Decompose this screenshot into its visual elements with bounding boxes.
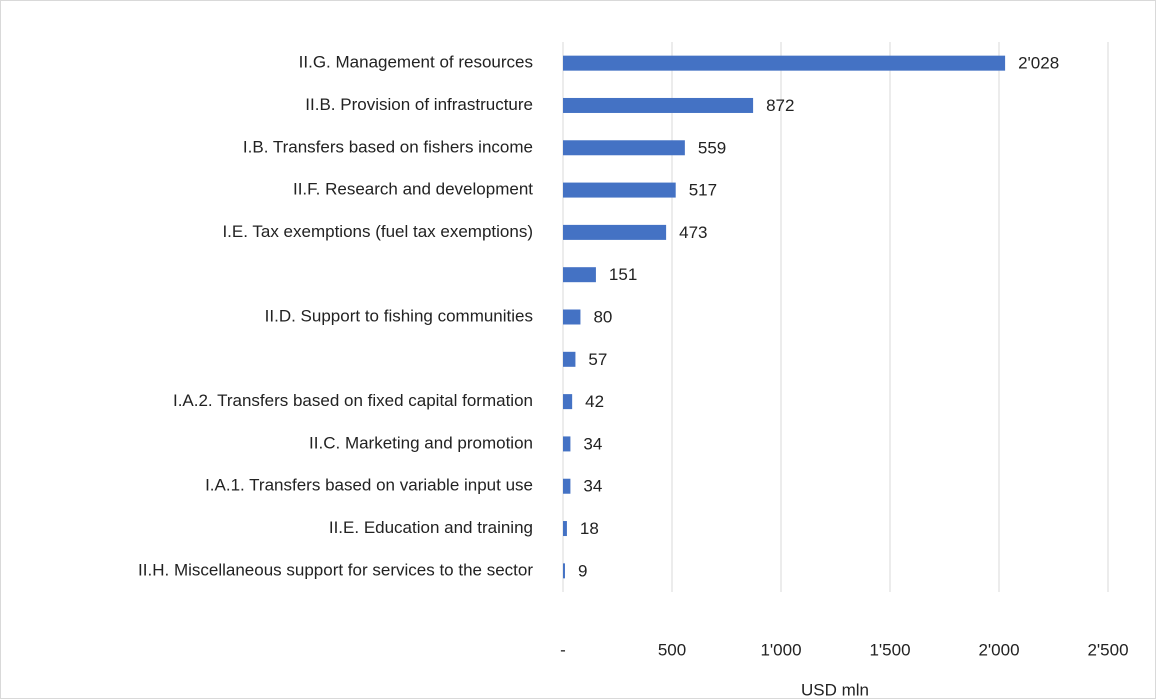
y-tick-label: II.H. Miscellaneous support for services… bbox=[138, 560, 533, 579]
data-label: 57 bbox=[588, 350, 607, 369]
x-tick-label: 2'000 bbox=[978, 640, 1019, 659]
y-tick-label: II.B. Provision of infrastructure bbox=[305, 95, 533, 114]
y-tick-label: I.A.1. Transfers based on variable input… bbox=[205, 476, 533, 495]
data-label: 9 bbox=[578, 561, 587, 580]
x-axis-title: USD mln bbox=[801, 680, 869, 699]
bar bbox=[563, 55, 1006, 71]
data-label: 18 bbox=[580, 519, 599, 538]
y-tick-label: II.D. Support to fishing communities bbox=[265, 306, 533, 325]
bar bbox=[563, 436, 571, 452]
x-tick-label: 2'500 bbox=[1087, 640, 1128, 659]
x-tick-label: 1'500 bbox=[869, 640, 910, 659]
bar bbox=[563, 478, 571, 494]
y-tick-label: I.B. Transfers based on fishers income bbox=[243, 137, 533, 156]
data-label: 80 bbox=[593, 307, 612, 326]
data-label: 517 bbox=[689, 181, 717, 200]
y-tick-label: II.C. Marketing and promotion bbox=[309, 433, 533, 452]
bar bbox=[563, 351, 576, 367]
bar bbox=[563, 309, 581, 325]
x-tick-label: 1'000 bbox=[760, 640, 801, 659]
bar bbox=[563, 563, 565, 579]
bar bbox=[563, 182, 676, 198]
data-label: 559 bbox=[698, 138, 726, 157]
bar bbox=[563, 97, 754, 113]
data-label: 34 bbox=[583, 434, 602, 453]
data-label: 151 bbox=[609, 265, 637, 284]
bar bbox=[563, 394, 573, 410]
data-label: 2'028 bbox=[1018, 54, 1059, 73]
bar bbox=[563, 224, 667, 240]
data-label: 42 bbox=[585, 392, 604, 411]
x-tick-label: - bbox=[560, 640, 566, 659]
data-label: 34 bbox=[583, 477, 602, 496]
x-tick-label: 500 bbox=[658, 640, 686, 659]
y-tick-label: I.E. Tax exemptions (fuel tax exemptions… bbox=[222, 222, 533, 241]
bar bbox=[563, 140, 685, 156]
y-tick-label: I.A.2. Transfers based on fixed capital … bbox=[173, 391, 533, 410]
y-tick-label: II.G. Management of resources bbox=[299, 53, 533, 72]
bar bbox=[563, 267, 596, 283]
bar bbox=[563, 521, 567, 537]
y-tick-label: II.E. Education and training bbox=[329, 518, 533, 537]
data-label: 872 bbox=[766, 96, 794, 115]
y-tick-label: II.F. Research and development bbox=[293, 180, 533, 199]
data-label: 473 bbox=[679, 223, 707, 242]
